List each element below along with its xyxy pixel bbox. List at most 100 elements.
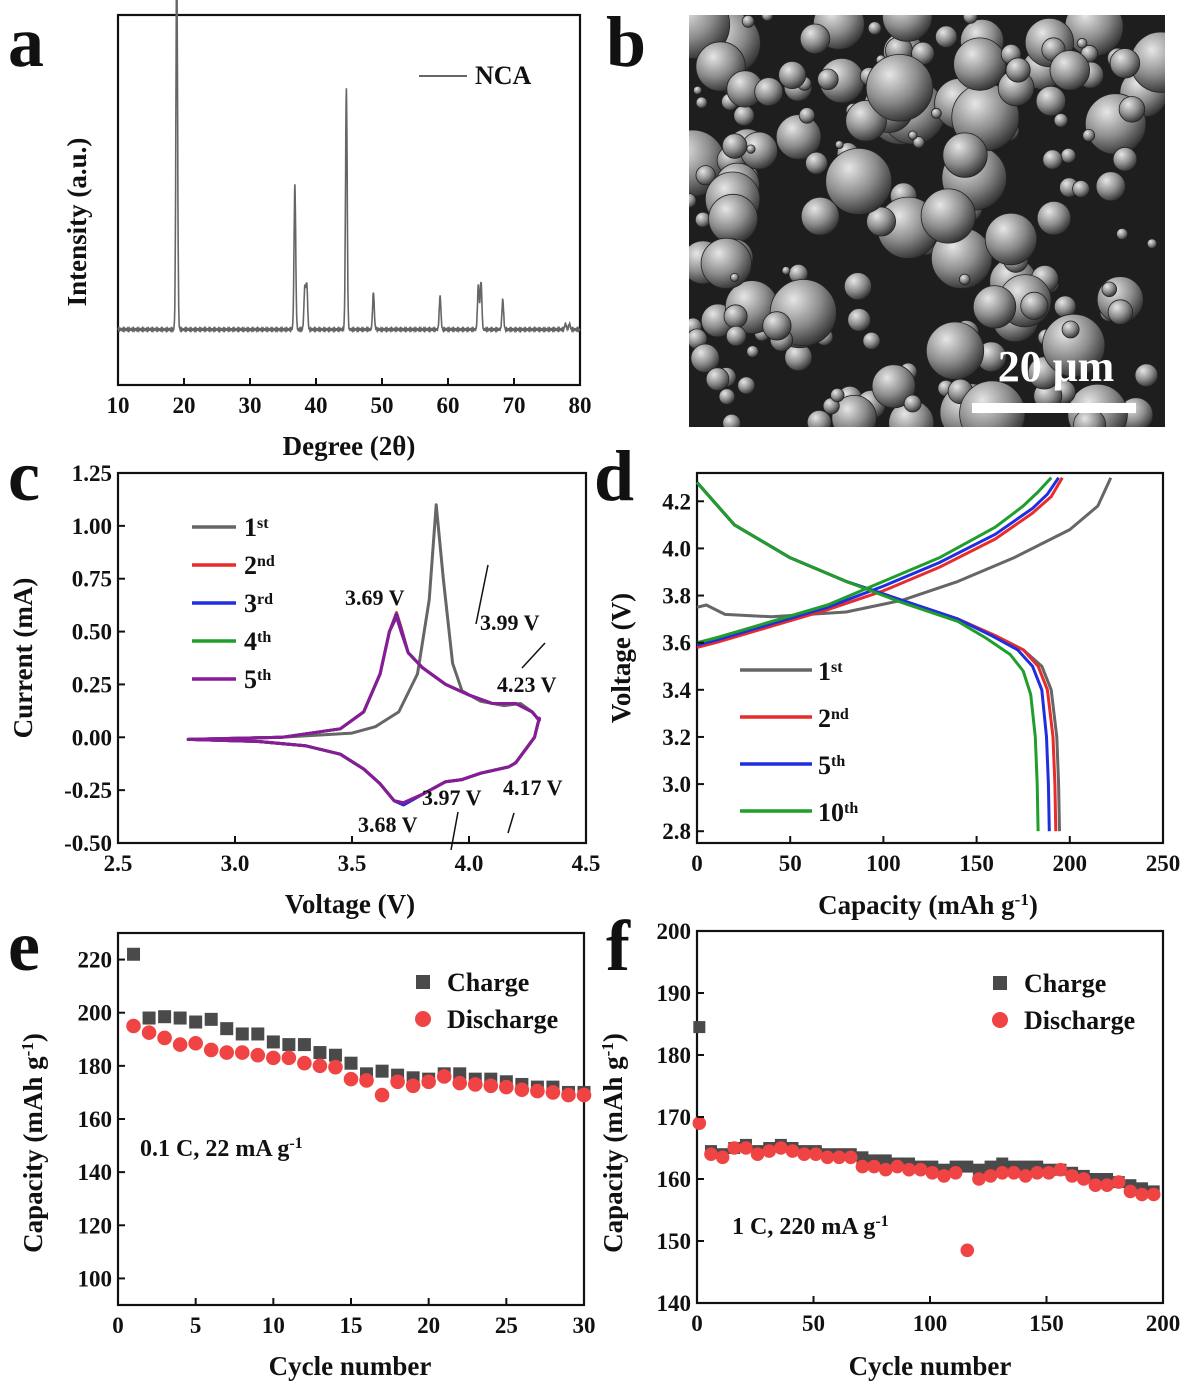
sem-particles (689, 15, 1165, 427)
x-ticks-d: 0 50 100 150 200 250 (691, 836, 1180, 876)
discharge-point (762, 1144, 777, 1158)
sem-particle (1035, 85, 1067, 117)
discharge-point (297, 1055, 312, 1071)
sem-particle (1020, 291, 1049, 320)
arrow-4-23v (521, 642, 546, 669)
charge-point (996, 1157, 1009, 1170)
sem-particle (1061, 320, 1080, 339)
discharge-point (561, 1087, 576, 1103)
y-tick-label: 220 (78, 948, 113, 973)
legend-label-nca: NCA (475, 61, 532, 90)
charge-point (297, 1038, 311, 1052)
discharge-point (820, 1150, 835, 1165)
charge-point (984, 1160, 997, 1173)
discharge-point (1042, 1166, 1056, 1180)
sem-particle (1060, 147, 1077, 164)
annotation-3-68v: 3.68 V (358, 812, 418, 837)
discharge-point (343, 1071, 359, 1087)
charge-point (879, 1154, 892, 1167)
discharge-point (483, 1078, 499, 1094)
discharge-point (809, 1147, 823, 1161)
sem-particle (695, 165, 716, 186)
marks-a (117, 0, 581, 334)
discharge-point (1100, 1178, 1114, 1192)
discharge-point (750, 1147, 765, 1161)
xrd-pattern-line (117, 0, 581, 334)
sem-particle (959, 273, 971, 286)
panel-label-c: c (8, 436, 40, 516)
legend-label-2nd: 2nd (818, 704, 849, 733)
discharge-point (797, 1147, 811, 1161)
sem-particle (798, 107, 816, 124)
sem-particle (693, 85, 703, 95)
rate-note-e: 0.1 C, 22 mA g-1 (140, 1135, 303, 1163)
x-ticks-c: 2.5 3.0 3.5 4.0 4.5 (104, 836, 601, 876)
sem-particle (847, 308, 871, 332)
y-axis-label-d: Voltage (V) (606, 593, 636, 723)
y-tick-label: 3.2 (662, 725, 691, 750)
discharge-point (832, 1150, 846, 1165)
discharge-point (902, 1162, 916, 1177)
discharge-point (405, 1078, 421, 1094)
charge-point (235, 1027, 249, 1041)
charge-point (328, 1048, 342, 1062)
sem-particle (689, 193, 697, 209)
sem-particle (834, 140, 844, 150)
annotation-3-97v: 3.97 V (422, 785, 482, 810)
legend-marker-charge (416, 975, 430, 989)
sem-particle (775, 114, 822, 160)
charge-point (972, 1163, 985, 1176)
sem-particle (694, 211, 711, 228)
sem-particle (725, 325, 747, 347)
y-tick-label: 180 (657, 1043, 692, 1068)
sem-particle (912, 136, 925, 149)
discharge-point (436, 1069, 452, 1084)
discharge-point (983, 1169, 998, 1183)
sem-particle (830, 387, 845, 403)
discharge-point (995, 1166, 1010, 1180)
sem-particle (862, 331, 881, 350)
x-ticks-f: 0 50 100 150 200 (691, 1296, 1180, 1336)
y-tick-label: -0.50 (64, 831, 112, 856)
x-tick-label: 40 (305, 393, 328, 418)
charge-point (204, 1012, 218, 1026)
discharge-point (234, 1045, 250, 1060)
x-tick-label: 4.0 (455, 851, 484, 876)
discharge-point (203, 1042, 219, 1058)
x-tick-label: 60 (437, 393, 460, 418)
sem-particle (1112, 146, 1138, 172)
y-ticks-f: 140 150 160 170 180 190 200 (657, 919, 704, 1316)
charge-point (282, 1038, 296, 1052)
marks-f (692, 1021, 1161, 1258)
legend-marker-discharge (992, 1012, 1008, 1028)
y-tick-label: 0.75 (72, 567, 112, 592)
x-tick-label: 50 (371, 393, 394, 418)
sem-particle (805, 151, 828, 175)
sem-particle (882, 15, 933, 42)
x-tick-label: 50 (802, 1311, 825, 1336)
sem-particle (762, 311, 792, 341)
discharge-point (1135, 1187, 1149, 1202)
x-tick-label: 2.5 (104, 851, 133, 876)
legend-marker-charge (993, 976, 1007, 990)
x-tick-label: 4.5 (572, 851, 601, 876)
x-tick-label: 30 (239, 393, 262, 418)
discharge-point (960, 1243, 975, 1258)
discharge-point (1018, 1169, 1033, 1183)
sem-particle (722, 413, 741, 427)
x-tick-label: 150 (959, 851, 994, 876)
x-tick-label: 0 (691, 851, 703, 876)
x-tick-label: 25 (495, 1313, 518, 1338)
y-tick-label: 150 (657, 1229, 692, 1254)
sem-particle (1072, 180, 1090, 198)
discharge-point (937, 1169, 951, 1183)
sem-particle (920, 188, 976, 244)
legend-label-10th: 10th (818, 798, 858, 827)
discharge-point (1088, 1178, 1103, 1192)
charge-point (313, 1046, 327, 1060)
sem-particle (781, 266, 791, 275)
y-tick-label: 160 (657, 1167, 692, 1192)
y-tick-label: 180 (78, 1054, 113, 1079)
y-tick-label: 4.2 (662, 489, 691, 514)
annotations-c: 3.69 V 3.99 V 4.23 V 3.68 V 3.97 V 4.17 … (345, 564, 563, 851)
